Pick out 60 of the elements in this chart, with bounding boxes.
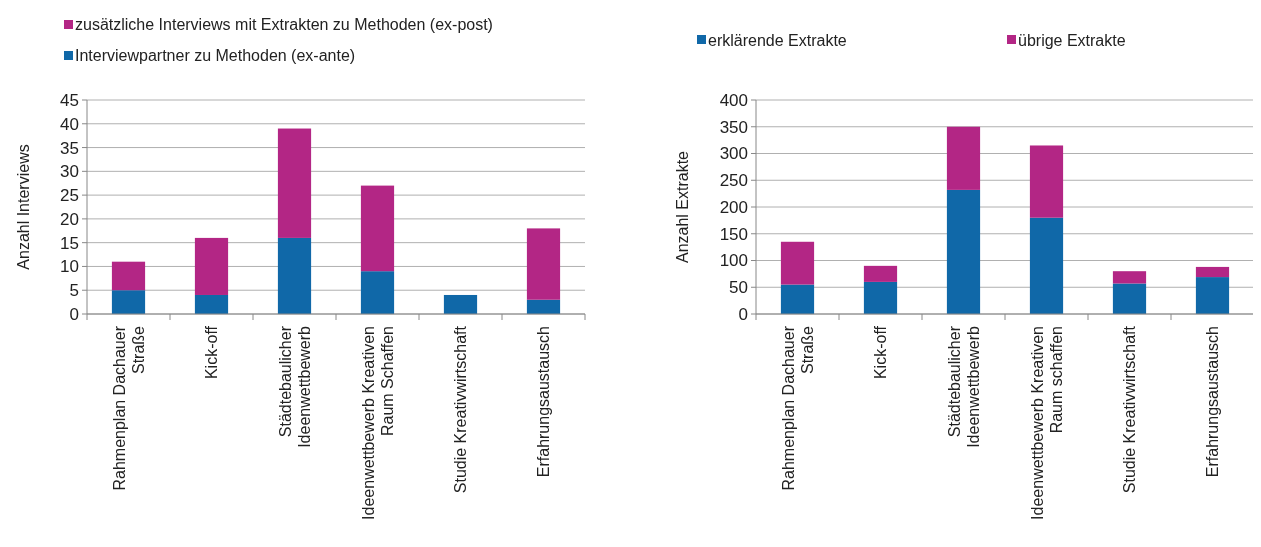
bar	[111, 261, 146, 291]
bar	[360, 271, 395, 314]
y-tick-label: 10	[60, 257, 79, 277]
bar	[277, 237, 312, 314]
bar	[1112, 283, 1147, 314]
bar	[194, 237, 229, 295]
y-tick-label: 300	[719, 144, 748, 164]
bar	[1112, 271, 1147, 284]
bar	[277, 128, 312, 238]
x-tick-label: Erfahrungsaustausch	[535, 326, 553, 478]
bar	[111, 290, 146, 314]
y-tick-label: 0	[738, 304, 748, 324]
legend-label: übrige Extrakte	[1018, 32, 1126, 49]
y-tick-label: 15	[60, 233, 79, 253]
x-tick-label: Städtebaulicher Ideenwettbewerb	[945, 325, 982, 448]
y-tick-label: 100	[719, 251, 748, 271]
bar	[946, 126, 981, 190]
y-tick-label: 150	[719, 224, 748, 244]
bar	[946, 189, 981, 314]
x-tick-label: Ideenwettbewerb Kreativen Raum Schaffen	[359, 326, 396, 520]
y-tick-label: 400	[719, 90, 748, 110]
bar	[194, 294, 229, 314]
x-tick-label: Studie Kreativwirtschaft	[1121, 325, 1139, 494]
bar	[443, 294, 478, 314]
bar	[526, 299, 561, 314]
y-tick-label: 50	[729, 278, 748, 298]
bar	[1195, 266, 1230, 278]
y-tick-label: 200	[719, 197, 748, 217]
legend-label: Interviewpartner zu Methoden (ex-ante)	[75, 47, 356, 64]
y-tick-label: 250	[719, 171, 748, 191]
y-axis-title: Anzahl Interviews	[15, 144, 32, 270]
x-tick-label: Kick-off	[203, 325, 221, 380]
bar	[780, 241, 815, 285]
bar	[1029, 145, 1064, 218]
y-tick-label: 350	[719, 117, 748, 137]
bar	[360, 185, 395, 272]
legend-label: zusätzliche Interviews mit Extrakten zu Methoden (ex-post)	[75, 16, 493, 33]
bar	[1195, 277, 1230, 314]
y-tick-label: 40	[60, 114, 79, 134]
y-tick-label: 30	[60, 162, 79, 182]
x-tick-label: Kick-off	[872, 325, 890, 380]
x-tick-label: Erfahrungsaustausch	[1204, 326, 1222, 478]
y-tick-label: 0	[69, 304, 79, 324]
y-tick-label: 25	[60, 186, 79, 206]
y-tick-label: 20	[60, 209, 79, 229]
legend-label: erklärende Extrakte	[708, 32, 847, 49]
bar	[1029, 217, 1064, 314]
y-tick-label: 35	[60, 138, 79, 158]
x-tick-label: Rahmenplan Dachauer Straße	[779, 325, 816, 491]
x-tick-label: Ideenwettbewerb Kreativen Raum schaffen	[1028, 326, 1065, 520]
x-tick-label: Städtebaulicher Ideenwettbewerb	[276, 325, 313, 448]
bar	[863, 265, 898, 282]
x-tick-label: Rahmenplan Dachauer Straße	[110, 325, 147, 491]
bar	[863, 281, 898, 314]
bar	[526, 228, 561, 300]
y-tick-label: 45	[60, 90, 79, 110]
y-axis-title: Anzahl Extrakte	[674, 150, 691, 264]
x-tick-label: Studie Kreativwirtschaft	[452, 325, 470, 494]
y-tick-label: 5	[69, 281, 79, 301]
bar	[780, 284, 815, 314]
